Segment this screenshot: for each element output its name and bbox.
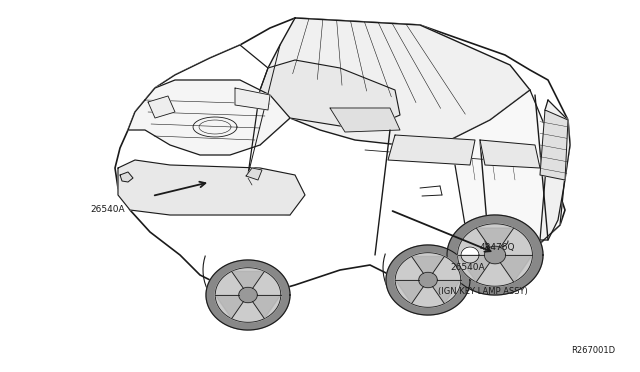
Polygon shape xyxy=(388,135,475,165)
Polygon shape xyxy=(485,241,508,268)
Polygon shape xyxy=(484,246,506,264)
Text: 48476Q: 48476Q xyxy=(480,243,515,252)
Polygon shape xyxy=(148,96,175,118)
Polygon shape xyxy=(206,260,290,330)
Polygon shape xyxy=(396,253,461,307)
Text: 26540A: 26540A xyxy=(90,205,125,214)
Polygon shape xyxy=(476,228,514,247)
Polygon shape xyxy=(450,90,565,268)
Polygon shape xyxy=(386,245,470,315)
Polygon shape xyxy=(232,271,264,288)
Polygon shape xyxy=(458,255,490,282)
Polygon shape xyxy=(235,88,270,110)
Polygon shape xyxy=(246,168,262,180)
Polygon shape xyxy=(433,280,461,304)
Polygon shape xyxy=(540,100,570,240)
Polygon shape xyxy=(447,215,543,295)
Polygon shape xyxy=(461,247,479,263)
Polygon shape xyxy=(412,256,444,273)
Text: (IGN KEY LAMP ASSY): (IGN KEY LAMP ASSY) xyxy=(438,287,528,296)
Polygon shape xyxy=(480,140,540,168)
Polygon shape xyxy=(396,280,424,304)
Polygon shape xyxy=(260,60,400,130)
Polygon shape xyxy=(239,287,257,303)
Polygon shape xyxy=(120,172,133,182)
Polygon shape xyxy=(260,18,530,145)
Polygon shape xyxy=(540,110,568,180)
Polygon shape xyxy=(253,295,281,319)
Polygon shape xyxy=(419,272,437,288)
Text: 26540A: 26540A xyxy=(450,263,484,272)
Polygon shape xyxy=(215,268,281,322)
Polygon shape xyxy=(458,224,532,286)
Polygon shape xyxy=(128,80,290,155)
Polygon shape xyxy=(115,18,570,295)
Text: R267001D: R267001D xyxy=(571,346,615,355)
Polygon shape xyxy=(135,45,290,152)
Polygon shape xyxy=(500,255,532,282)
Polygon shape xyxy=(330,108,400,132)
Polygon shape xyxy=(118,160,305,215)
Polygon shape xyxy=(215,295,243,319)
